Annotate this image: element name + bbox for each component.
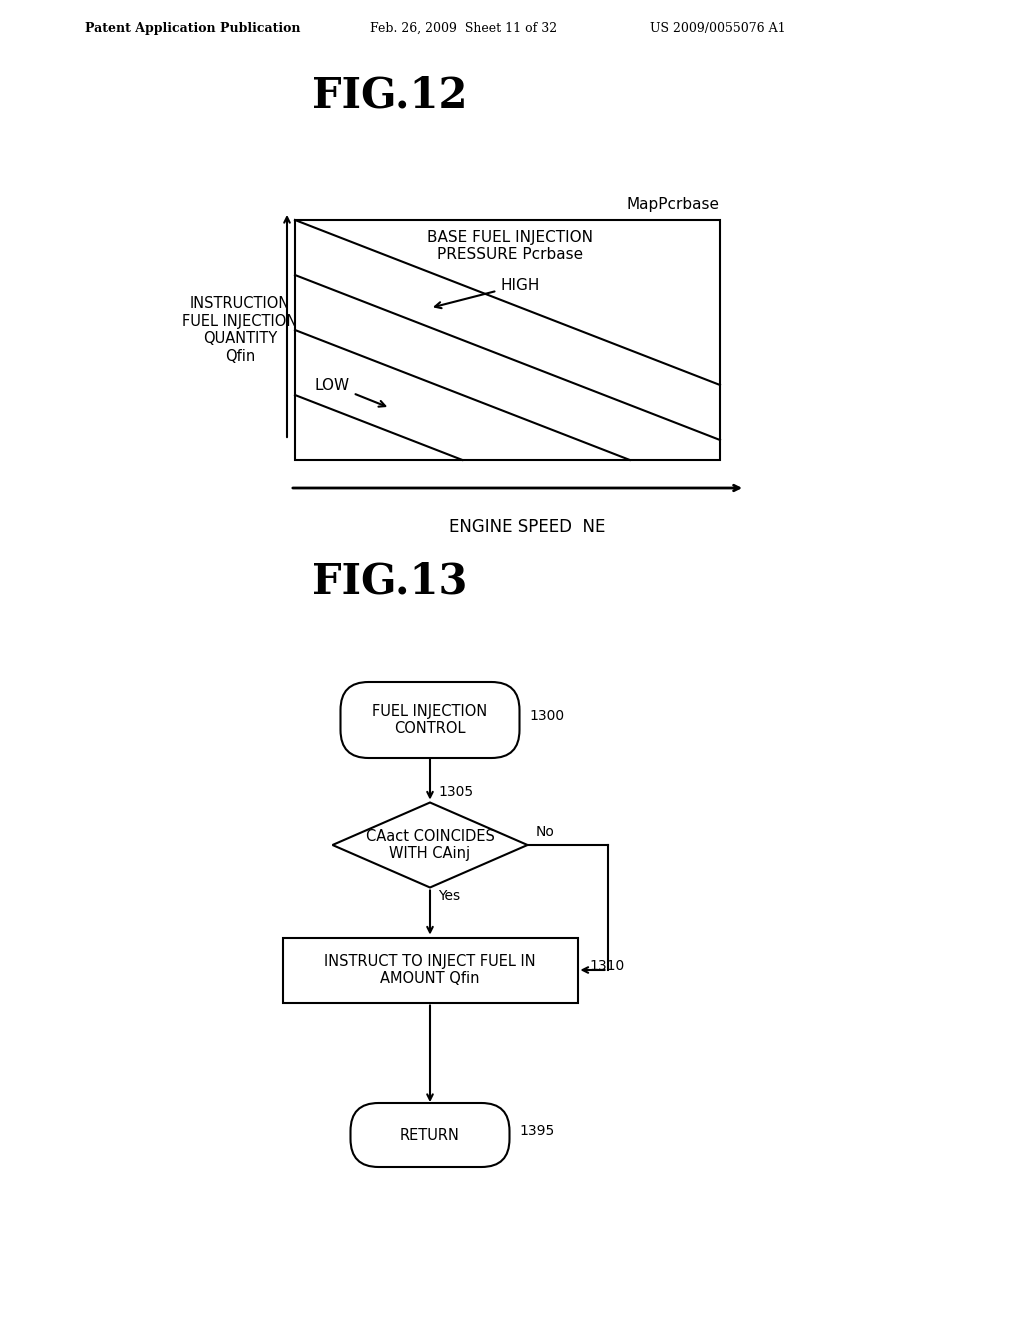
Text: 1310: 1310 (590, 960, 625, 973)
Text: Feb. 26, 2009  Sheet 11 of 32: Feb. 26, 2009 Sheet 11 of 32 (370, 22, 557, 36)
Text: US 2009/0055076 A1: US 2009/0055076 A1 (650, 22, 785, 36)
Text: INSTRUCT TO INJECT FUEL IN
AMOUNT Qfin: INSTRUCT TO INJECT FUEL IN AMOUNT Qfin (325, 954, 536, 986)
Text: MapPcrbase: MapPcrbase (627, 197, 720, 213)
Text: CAact COINCIDES
WITH CAinj: CAact COINCIDES WITH CAinj (366, 829, 495, 861)
Text: No: No (536, 825, 554, 840)
Text: HIGH: HIGH (435, 277, 540, 308)
Text: RETURN: RETURN (400, 1127, 460, 1143)
Text: INSTRUCTION
FUEL INJECTION
QUANTITY
Qfin: INSTRUCTION FUEL INJECTION QUANTITY Qfin (182, 297, 298, 363)
FancyBboxPatch shape (341, 682, 519, 758)
Text: FIG.12: FIG.12 (312, 75, 468, 117)
Text: LOW: LOW (315, 378, 385, 407)
Text: ENGINE SPEED  NE: ENGINE SPEED NE (450, 517, 605, 536)
Text: 1305: 1305 (438, 785, 473, 800)
Text: Yes: Yes (438, 890, 460, 903)
Bar (283, 937, 578, 1002)
Text: Patent Application Publication: Patent Application Publication (85, 22, 300, 36)
Polygon shape (333, 803, 527, 887)
Text: 1395: 1395 (519, 1125, 555, 1138)
Text: BASE FUEL INJECTION
PRESSURE Pcrbase: BASE FUEL INJECTION PRESSURE Pcrbase (427, 230, 593, 263)
Bar (295, 220, 720, 459)
Text: 1300: 1300 (529, 709, 564, 723)
Text: FUEL INJECTION
CONTROL: FUEL INJECTION CONTROL (373, 704, 487, 737)
FancyBboxPatch shape (350, 1104, 510, 1167)
Text: FIG.13: FIG.13 (312, 560, 468, 602)
